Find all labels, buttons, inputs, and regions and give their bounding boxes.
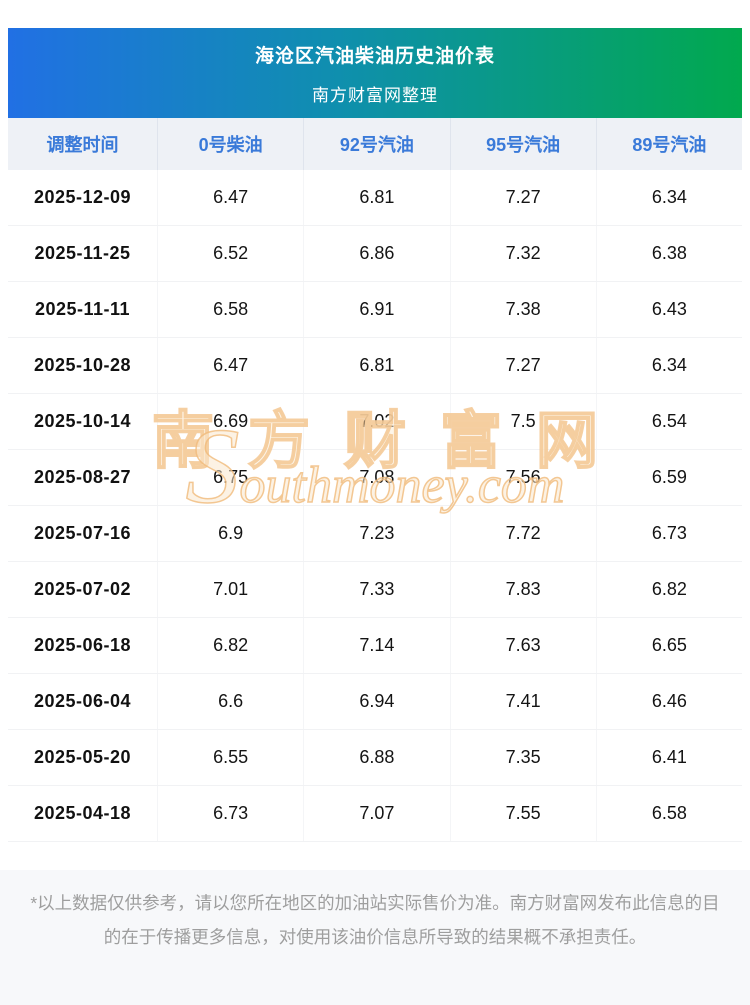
row-date: 2025-10-14 [8,394,158,449]
row-value-gasoline-92: 7.14 [304,618,451,673]
row-value-gasoline-95: 7.41 [451,674,597,729]
row-date: 2025-07-02 [8,562,158,617]
table-row: 2025-12-09 6.47 6.81 7.27 6.34 [8,170,742,226]
row-value-gasoline-92: 7.08 [304,450,451,505]
row-value-gasoline-92: 6.91 [304,282,451,337]
row-value-gasoline-95: 7.35 [451,730,597,785]
column-header-gasoline-89: 89号汽油 [632,135,707,155]
row-date: 2025-12-09 [8,170,158,225]
table-row: 2025-06-04 6.6 6.94 7.41 6.46 [8,674,742,730]
row-value-gasoline-89: 6.54 [651,411,687,431]
column-header-diesel-0: 0号柴油 [158,118,305,170]
row-date: 2025-11-25 [8,226,158,281]
table-row: 2025-07-02 7.01 7.33 7.83 6.82 [8,562,742,618]
row-value-gasoline-92: 6.81 [304,170,451,225]
row-value-gasoline-89: 6.43 [651,299,687,319]
row-value-gasoline-92: 7.07 [304,786,451,841]
table-header-row: 调整时间 0号柴油 92号汽油 95号汽油 89号汽油 [8,118,742,170]
row-value-gasoline-92: 6.86 [304,226,451,281]
row-value-diesel-0: 6.73 [158,786,305,841]
row-value-diesel-0: 6.47 [158,170,305,225]
row-value-diesel-0: 6.58 [158,282,305,337]
row-value-diesel-0: 6.9 [158,506,305,561]
row-value-gasoline-95: 7.27 [451,170,597,225]
row-value-gasoline-95: 7.72 [451,506,597,561]
row-value-gasoline-92: 7.02 [304,394,451,449]
table-row: 2025-10-28 6.47 6.81 7.27 6.34 [8,338,742,394]
table-row: 2025-04-18 6.73 7.07 7.55 6.58 [8,786,742,842]
row-value-gasoline-92: 6.88 [304,730,451,785]
row-value-diesel-0: 6.6 [158,674,305,729]
row-value-gasoline-95: 7.32 [451,226,597,281]
row-value-gasoline-92: 6.81 [304,338,451,393]
table-row: 2025-11-11 6.58 6.91 7.38 6.43 [8,282,742,338]
page-subtitle: 南方财富网整理 [312,85,438,105]
row-value-gasoline-95: 7.83 [451,562,597,617]
row-value-gasoline-89: 6.59 [651,467,687,487]
row-value-diesel-0: 6.82 [158,618,305,673]
row-value-gasoline-95: 7.55 [451,786,597,841]
row-value-diesel-0: 6.75 [158,450,305,505]
table-row: 2025-07-16 6.9 7.23 7.72 6.73 [8,506,742,562]
row-value-gasoline-92: 7.23 [304,506,451,561]
table-body: 2025-12-09 6.47 6.81 7.27 6.34 2025-11-2… [8,170,742,842]
table-row: 2025-08-27 6.75 7.08 7.56 6.59 [8,450,742,506]
row-value-gasoline-89: 6.34 [651,187,687,207]
row-value-diesel-0: 6.47 [158,338,305,393]
row-value-gasoline-95: 7.56 [451,450,597,505]
row-value-gasoline-92: 6.94 [304,674,451,729]
row-date: 2025-05-20 [8,730,158,785]
row-value-gasoline-89: 6.46 [651,691,687,711]
row-date: 2025-07-16 [8,506,158,561]
row-date: 2025-11-11 [8,282,158,337]
row-value-gasoline-92: 7.33 [304,562,451,617]
column-header-gasoline-92: 92号汽油 [304,118,451,170]
column-header-adjust-date: 调整时间 [8,118,158,170]
row-value-diesel-0: 7.01 [158,562,305,617]
row-value-gasoline-89: 6.41 [651,747,687,767]
row-value-gasoline-95: 7.63 [451,618,597,673]
table-row: 2025-10-14 6.69 7.02 7.5 6.54 [8,394,742,450]
disclaimer-footer: *以上数据仅供参考，请以您所在地区的加油站实际售价为准。南方财富网发布此信息的目… [0,870,750,1005]
table-row: 2025-11-25 6.52 6.86 7.32 6.38 [8,226,742,282]
row-value-diesel-0: 6.69 [158,394,305,449]
row-date: 2025-04-18 [8,786,158,841]
row-value-gasoline-89: 6.82 [651,579,687,599]
row-date: 2025-06-04 [8,674,158,729]
row-value-diesel-0: 6.52 [158,226,305,281]
row-value-gasoline-89: 6.65 [651,635,687,655]
column-header-gasoline-95: 95号汽油 [451,118,597,170]
page-title: 海沧区汽油柴油历史油价表 [254,45,495,67]
row-value-gasoline-89: 6.58 [651,803,687,823]
row-date: 2025-06-18 [8,618,158,673]
disclaimer-text: *以上数据仅供参考，请以您所在地区的加油站实际售价为准。南方财富网发布此信息的目… [30,893,720,947]
table-row: 2025-05-20 6.55 6.88 7.35 6.41 [8,730,742,786]
table-row: 2025-06-18 6.82 7.14 7.63 6.65 [8,618,742,674]
row-value-gasoline-95: 7.5 [451,394,597,449]
row-value-gasoline-95: 7.27 [451,338,597,393]
row-value-gasoline-89: 6.38 [651,243,687,263]
page: 海沧区汽油柴油历史油价表 南方财富网整理 调整时间 0号柴油 92号汽油 95号… [0,28,750,1005]
row-date: 2025-08-27 [8,450,158,505]
table-title-banner: 海沧区汽油柴油历史油价表 南方财富网整理 [8,28,742,118]
row-value-gasoline-89: 6.34 [651,355,687,375]
row-value-diesel-0: 6.55 [158,730,305,785]
row-value-gasoline-89: 6.73 [651,523,687,543]
row-date: 2025-10-28 [8,338,158,393]
row-value-gasoline-95: 7.38 [451,282,597,337]
